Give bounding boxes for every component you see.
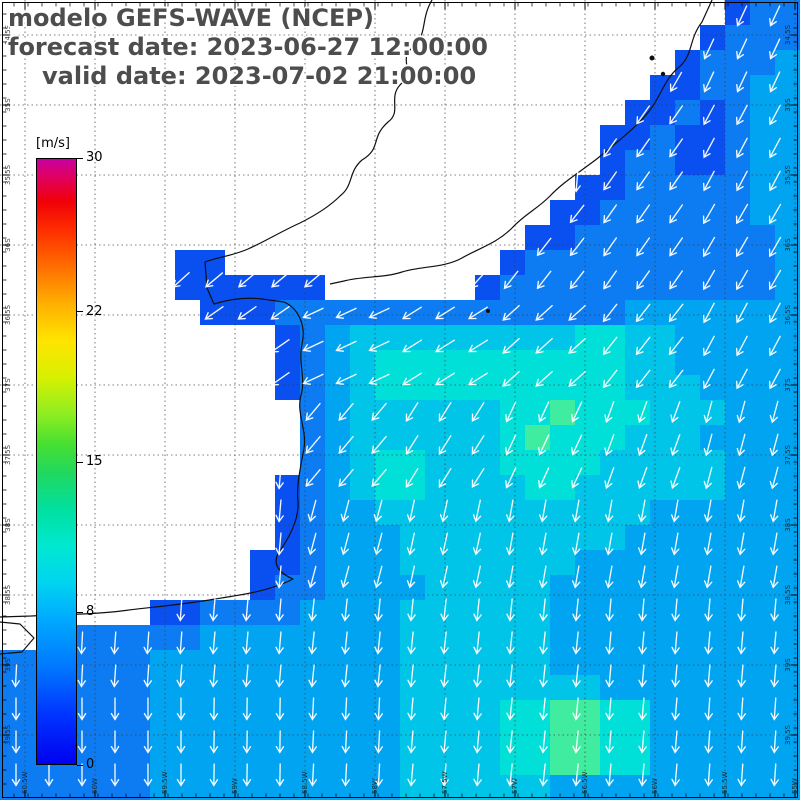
svg-text:39.5S: 39.5S [4,724,12,745]
svg-text:60.5W: 60.5W [21,771,29,794]
wind-arrows [11,5,782,787]
svg-text:39S: 39S [784,658,792,672]
svg-text:36S: 36S [4,238,12,252]
svg-text:36S: 36S [784,238,792,252]
svg-text:38S: 38S [4,518,12,532]
svg-text:36.5S: 36.5S [4,304,12,325]
svg-text:56W: 56W [651,778,659,794]
svg-text:39.5S: 39.5S [784,724,792,745]
svg-text:38.5S: 38.5S [4,584,12,605]
svg-text:37.5S: 37.5S [784,444,792,465]
svg-text:35S: 35S [784,98,792,112]
svg-text:57W: 57W [511,778,519,794]
valid-date: valid date: 2023-07-02 21:00:00 [42,61,477,90]
coastline [0,0,713,655]
svg-text:35.5S: 35.5S [784,164,792,185]
svg-text:58W: 58W [371,778,379,794]
model-title: modelo GEFS-WAVE (NCEP) [8,4,374,32]
svg-text:55W: 55W [791,778,799,794]
svg-text:39S: 39S [4,658,12,672]
forecast-date: forecast date: 2023-06-27 12:00:00 [8,32,488,61]
svg-text:37S: 37S [4,378,12,392]
svg-text:34.5S: 34.5S [784,24,792,45]
svg-text:35.5S: 35.5S [4,164,12,185]
svg-text:58.5W: 58.5W [301,771,309,794]
svg-text:37S: 37S [784,378,792,392]
svg-text:34.5S: 34.5S [4,24,12,45]
svg-text:37.5S: 37.5S [4,444,12,465]
svg-text:35S: 35S [4,98,12,112]
svg-text:59.5W: 59.5W [161,771,169,794]
svg-text:57.5W: 57.5W [441,771,449,794]
svg-text:38.5S: 38.5S [784,584,792,605]
svg-text:36.5S: 36.5S [784,304,792,325]
svg-text:38S: 38S [784,518,792,532]
svg-text:60W: 60W [91,778,99,794]
svg-text:56.5W: 56.5W [581,771,589,794]
svg-text:55.5W: 55.5W [721,771,729,794]
svg-text:59W: 59W [231,778,239,794]
title-block: modelo GEFS-WAVE (NCEP) forecast date: 2… [8,4,488,90]
